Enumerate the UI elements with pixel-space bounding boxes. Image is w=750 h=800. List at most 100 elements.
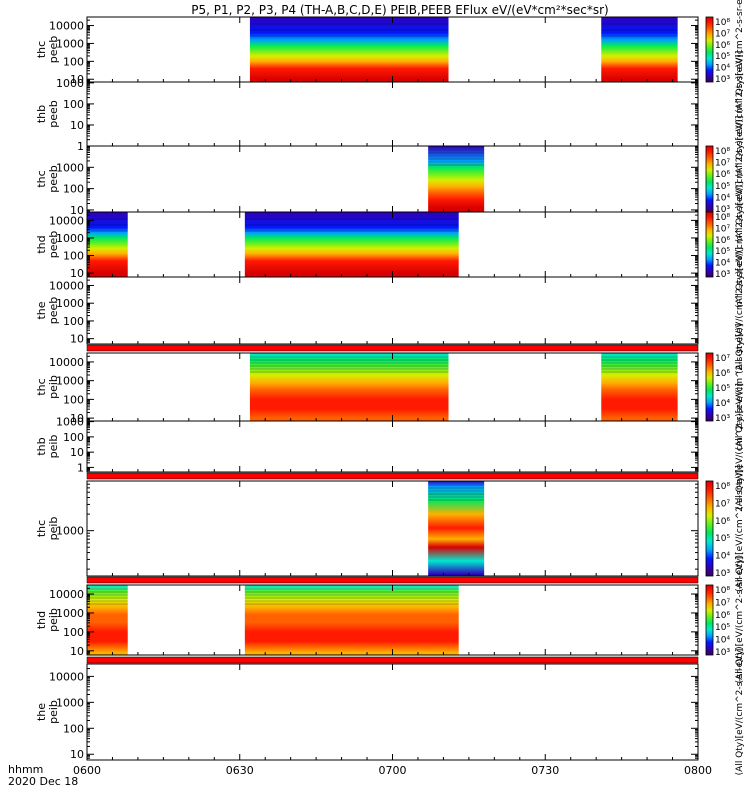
colorbar-tick-label: 10⁶ [715,611,730,621]
data-block-thc-peib-1 [601,353,678,421]
colorbar-tick-label: 10⁸ [715,147,730,157]
colorbar-thd-peeb [705,211,714,278]
fill-line-thd-peib [86,656,699,664]
y-tick-label: 10 [70,119,84,132]
panel-probe-label: thd [35,611,48,629]
colorbar-title: (All Qty)[eV/(cm^2-s-sr-eV)] [735,0,745,113]
data-block-thc-peib-0 [249,353,449,421]
colorbar-tick-label: 10⁵ [715,52,730,62]
y-tick-label: 10 [70,748,84,761]
panel-probe-label: thb [35,105,48,123]
panel-probe-label: thd [35,235,48,253]
panel-quantity-label: peeb [47,36,60,64]
colorbar-title: (All Qty)[eV/(cm^2-s-sr-eV)] [735,383,745,510]
y-tick-label: 10000 [49,356,84,369]
colorbar-tick-label: 10⁷ [715,598,730,608]
colorbar-tick-label: 10⁷ [715,224,730,234]
y-tick-label: 10 [70,645,84,658]
y-tick-label: 1000 [56,37,84,50]
panel-quantity-label: peeb [47,165,60,193]
colorbar-thc-peeb [705,16,714,83]
colorbar-tick-label: 10⁶ [715,369,730,379]
y-tick-label: 1000 [56,696,84,709]
colorbar-tick-label: 10⁵ [715,623,730,633]
fill-line-the-peeb [86,344,699,352]
colorbar-tick-label: 10⁷ [715,354,730,364]
panel-frame [86,480,699,577]
colorbar-tick-label: 10⁸ [715,18,730,28]
colorbar-tick-label: 10⁸ [715,586,730,596]
y-tick-label: 1000 [56,297,84,310]
y-tick-label: 100 [63,250,84,263]
data-block-thd-peib-1 [244,585,459,655]
panel-quantity-label: peib [47,435,60,459]
colorbar-thc-peeb-2 [705,145,714,213]
colorbar-tick-label: 10³ [715,414,730,424]
data-block-thd-peeb-0 [87,212,128,277]
y-tick-label: 100 [63,431,84,444]
y-tick-label: 100 [63,393,84,406]
colorbar-tick-label: 10⁶ [715,41,730,51]
colorbar-tick-label: 10⁶ [715,517,730,527]
colorbar-tick-label: 10⁸ [715,213,730,223]
colorbar-tick-label: 10⁶ [715,236,730,246]
colorbar-tick-label: 10⁶ [715,170,730,180]
panel-frame [86,81,699,147]
colorbar-title: (All Qty)[eV/(cm^2-s-sr-eV)] [735,51,745,178]
colorbar-title: (All Qty)[eV/(cm^2-s-sr-eV)] [735,465,745,592]
panel-quantity-label: peeb [47,100,60,128]
colorbar-tick-label: 10³ [715,75,730,85]
y-tick-label: 100 [63,626,84,639]
y-tick-label: 10 [70,267,84,280]
panel-probe-label: the [35,703,48,721]
date-label: 2020 Dec 18 [8,775,78,788]
colorbar-thc-peib [705,352,714,422]
y-tick-label: 1 [77,461,84,474]
colorbar-tick-label: 10⁴ [715,259,730,269]
y-tick-label: 1 [77,140,84,153]
panel-quantity-label: peib [47,517,60,541]
panel-probe-label: thc [35,170,48,187]
x-tick-label: 0730 [531,764,559,777]
x-tick-label: 0600 [73,764,101,777]
y-tick-label: 100 [63,55,84,68]
panel-thb-peeb: 1 10 100 1000 thb peeb (All Qty)[eV/(cm^2-s-sr… [35,51,745,178]
x-tick-label: 0700 [379,764,407,777]
colorbar-tick-label: 10³ [715,205,730,215]
data-block-thc-peib-2-0 [428,481,485,576]
y-tick-label: 10000 [49,279,84,292]
colorbar-tick-label: 10⁴ [715,399,730,409]
colorbar-tick-label: 10³ [715,648,730,658]
panel-frame [86,663,699,761]
colorbar-title: (All Qty)[eV/(cm^2-s-sr-eV)] [735,649,745,776]
y-tick-label: 1000 [56,375,84,388]
panel-probe-label: the [35,301,48,319]
colorbar-tick-label: 10⁴ [715,193,730,203]
colorbar-tick-label: 10⁵ [715,182,730,192]
colorbar-thc-peib-2 [705,480,714,577]
fill-line-thc-peib-2 [86,576,699,584]
panel-probe-label: thc [35,41,48,58]
colorbar-thd-peib [705,584,714,656]
y-tick-label: 10 [70,412,84,425]
colorbar-tick-label: 10⁵ [715,534,730,544]
panel-probe-label: thc [35,520,48,537]
colorbar-tick-label: 10⁴ [715,636,730,646]
colorbar-tick-label: 10⁷ [715,159,730,169]
data-block-thc-peeb-2-0 [428,146,485,212]
colorbar-tick-label: 10⁸ [715,482,730,492]
data-block-thc-peeb-0 [249,17,449,82]
y-tick-label: 10 [70,73,84,86]
panel-thc-peib-2: 1000 thc peib 10³ 10⁴ 10⁵ 10⁶ 10⁷ 10⁸ (All Qty)[e… [35,465,745,592]
colorbar-tick-label: 10⁷ [715,29,730,39]
panel-the-peib: 10 100 1000 10000 the peib (All Qty)[eV/(cm^2-… [35,649,745,776]
y-tick-label: 100 [63,98,84,111]
panel-quantity-label: peeb [47,297,60,325]
colorbar-title: (All Qty)[eV/(cm^2-s-sr-eV)] [735,557,745,684]
panel-quantity-label: peeb [47,231,60,259]
